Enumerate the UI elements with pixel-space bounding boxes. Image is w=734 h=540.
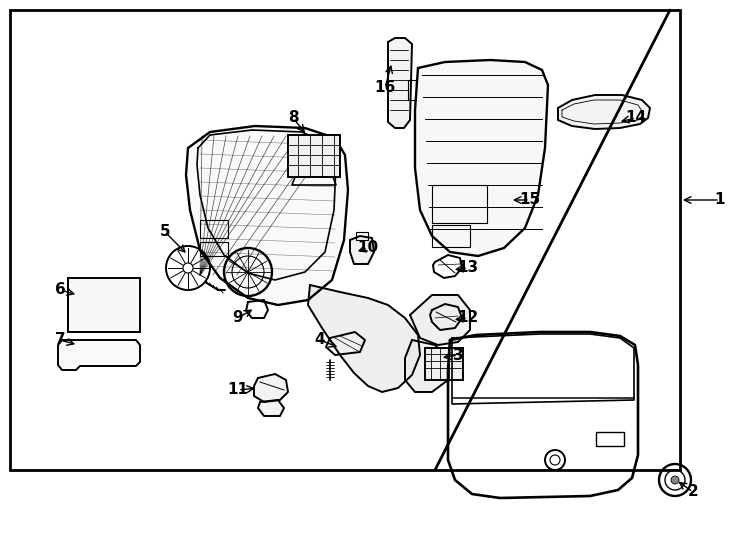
Bar [356, 232, 368, 240]
Text: 12: 12 [457, 310, 479, 326]
Text: 1: 1 [715, 192, 725, 207]
Text: 15: 15 [520, 192, 540, 207]
Polygon shape [350, 236, 374, 264]
Bar [288, 135, 340, 177]
Bar [425, 348, 463, 380]
Polygon shape [308, 285, 420, 392]
Bar [408, 80, 416, 100]
Bar [10, 10, 680, 470]
Circle shape [183, 263, 193, 273]
Text: 10: 10 [357, 240, 379, 255]
Text: 5: 5 [160, 225, 170, 240]
Text: 14: 14 [625, 111, 647, 125]
Bar [200, 242, 228, 256]
Bar [68, 278, 140, 332]
Polygon shape [558, 95, 650, 129]
Text: 7: 7 [55, 333, 65, 348]
Polygon shape [186, 126, 348, 305]
Text: 2: 2 [688, 484, 698, 500]
Text: 11: 11 [228, 382, 249, 397]
Text: 6: 6 [54, 282, 65, 298]
Polygon shape [415, 60, 548, 256]
Text: 3: 3 [453, 348, 463, 362]
Text: 4: 4 [315, 333, 325, 348]
Polygon shape [58, 340, 140, 370]
Polygon shape [388, 38, 412, 128]
Polygon shape [405, 340, 450, 392]
Text: 13: 13 [457, 260, 479, 275]
Bar [432, 225, 470, 247]
Polygon shape [326, 332, 365, 355]
Text: 16: 16 [374, 80, 396, 96]
Text: 8: 8 [288, 111, 298, 125]
Bar [200, 220, 228, 238]
Bar [596, 432, 624, 446]
Bar [432, 185, 487, 223]
Circle shape [671, 476, 679, 484]
Polygon shape [254, 374, 288, 402]
Text: 9: 9 [233, 310, 243, 326]
Polygon shape [258, 400, 284, 416]
Polygon shape [410, 295, 470, 345]
